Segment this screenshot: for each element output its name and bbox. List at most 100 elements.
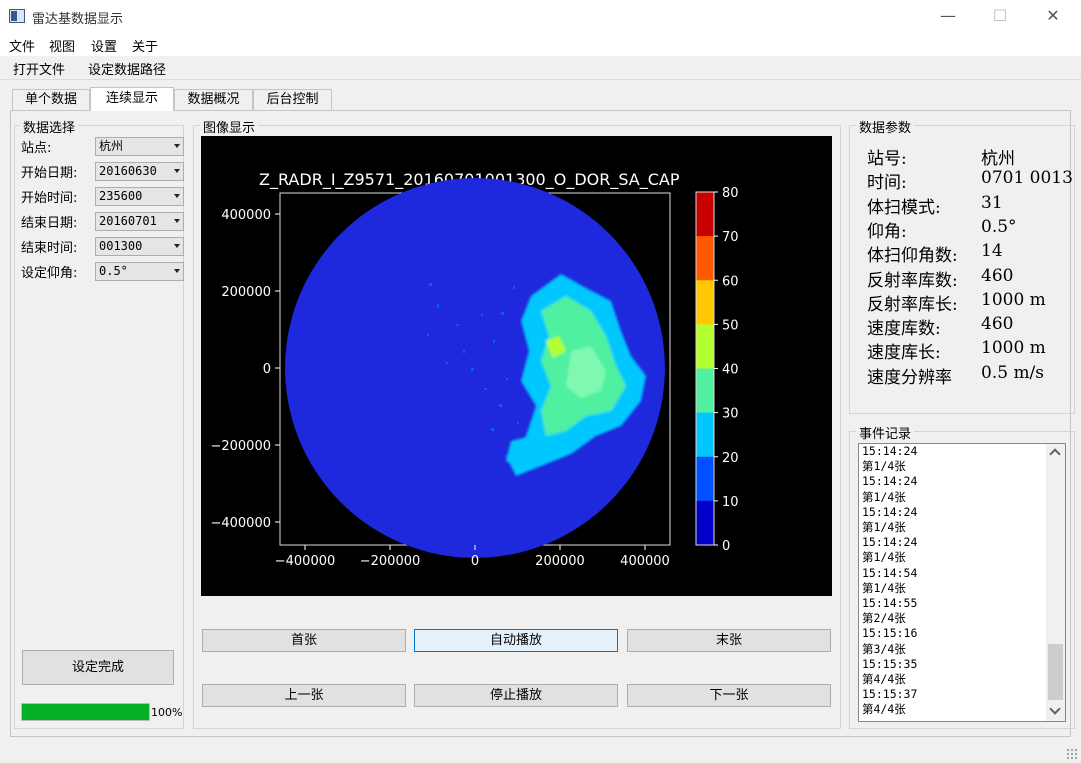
radar-svg: Z_RADR_I_Z9571_20160701001300_O_DOR_SA_C… [210, 170, 739, 569]
echo-field [506, 274, 646, 476]
log-entry: 15:14:24 [862, 474, 918, 489]
end-time-label: 结束时间: [21, 241, 78, 256]
progress-fill [22, 704, 149, 720]
colorbar-segment [696, 192, 714, 237]
param-label: 反射率库数: [867, 270, 958, 291]
param-value: 杭州 [981, 149, 1015, 169]
param-label: 体扫仰角数: [867, 246, 958, 267]
param-value: 0.5° [981, 216, 1017, 237]
scroll-down-icon[interactable] [1049, 703, 1061, 715]
colorbar-segment [696, 324, 714, 369]
log-entry: 第1/4张 [862, 550, 906, 565]
station-label: 站点: [21, 141, 52, 156]
set-data-path-button[interactable]: 设定数据路径 [88, 63, 167, 78]
log-entry: 15:14:24 [862, 444, 918, 458]
x-tick: 200000 [535, 554, 585, 569]
colorbar-segment [696, 500, 714, 546]
next-frame-button[interactable]: 下一张 [627, 684, 831, 707]
tab-single-data[interactable]: 单个数据 [12, 89, 90, 110]
y-tick: 200000 [221, 285, 271, 300]
colorbar-segment [696, 456, 714, 502]
event-log-title: 事件记录 [856, 423, 915, 442]
open-file-button[interactable]: 打开文件 [13, 63, 66, 78]
log-entry: 第4/4张 [862, 672, 906, 687]
tab-continuous-display[interactable]: 连续显示 [90, 87, 174, 111]
minimize-button[interactable]: — [940, 6, 956, 25]
tab-data-overview[interactable]: 数据概况 [174, 89, 253, 110]
first-frame-button[interactable]: 首张 [202, 629, 406, 652]
y-tick: 400000 [221, 208, 271, 223]
confirm-settings-button[interactable]: 设定完成 [22, 650, 174, 685]
app-icon [9, 9, 25, 23]
log-entry: 15:15:35 [862, 656, 918, 671]
x-tick: −200000 [360, 554, 421, 569]
scroll-up-icon[interactable] [1049, 448, 1061, 460]
param-label: 站号: [867, 149, 907, 169]
elevation-label: 设定仰角: [21, 266, 78, 281]
colorbar-tick: 70 [722, 230, 739, 245]
chevron-down-icon [174, 169, 180, 173]
data-selection-group [14, 125, 184, 729]
colorbar-tick: 30 [722, 407, 739, 422]
menu-file[interactable]: 文件 [9, 40, 36, 55]
log-entry: 15:15:37 [862, 687, 918, 702]
toolbar [0, 56, 1081, 80]
reflectivity-background [285, 178, 665, 558]
close-button[interactable]: ✕ [1046, 6, 1060, 25]
image-display-group [193, 125, 841, 729]
param-value: 1000 m [981, 338, 1046, 359]
log-entry: 15:14:24 [862, 535, 918, 550]
end-time-select[interactable]: 001300 [95, 237, 184, 256]
auto-play-button[interactable]: 自动播放 [414, 629, 618, 652]
start-time-select[interactable]: 235600 [95, 187, 184, 206]
param-label: 仰角: [867, 221, 907, 242]
param-value: 0.5 m/s [981, 362, 1045, 383]
station-select[interactable]: 杭州 [95, 137, 184, 156]
log-entry: 15:14:55 [862, 596, 918, 611]
colorbar-tick: 10 [722, 495, 739, 510]
y-tick: −200000 [210, 439, 271, 454]
event-log-scrollbar[interactable] [1046, 444, 1065, 721]
colorbar-tick: 40 [722, 363, 739, 378]
x-tick: −400000 [275, 554, 336, 569]
colorbar-segment [696, 236, 714, 281]
radar-disc [285, 178, 665, 558]
colorbar-segment [696, 412, 714, 458]
x-axis: −400000 −200000 0 200000 400000 [275, 545, 670, 569]
colorbar: 80 70 60 50 40 30 20 10 0 [695, 186, 739, 554]
param-value: 0701 0013 [981, 168, 1073, 189]
param-value: 1000 m [981, 289, 1046, 310]
resize-grip-icon[interactable] [1066, 748, 1078, 760]
log-entry: 15:14:54 [862, 565, 918, 580]
start-date-select[interactable]: 20160630 [95, 162, 184, 181]
stop-play-button[interactable]: 停止播放 [414, 684, 618, 707]
echo-region-south [506, 436, 541, 471]
chevron-down-icon [174, 219, 180, 223]
title-bar [0, 0, 1081, 33]
param-label: 反射率库长: [867, 294, 958, 315]
progress-label: 100% [151, 706, 183, 719]
colorbar-segment [696, 368, 714, 414]
data-params-title: 数据参数 [856, 117, 915, 136]
scattered-echoes [427, 283, 519, 431]
last-frame-button[interactable]: 末张 [627, 629, 831, 652]
param-label: 速度库长: [867, 343, 941, 364]
menu-settings[interactable]: 设置 [91, 40, 118, 55]
data-params-group [849, 125, 1075, 414]
end-date-select[interactable]: 20160701 [95, 212, 184, 231]
echo-region-35dbz [566, 346, 606, 398]
menu-view[interactable]: 视图 [49, 40, 76, 55]
log-entry: 第1/4张 [862, 520, 906, 535]
maximize-button[interactable]: ☐ [992, 6, 1008, 25]
image-display-title: 图像显示 [200, 117, 259, 136]
end-date-label: 结束日期: [21, 216, 78, 231]
elevation-select[interactable]: 0.5° [95, 262, 184, 281]
event-log[interactable]: 15:14:24 第1/4张 15:14:24 第1/4张 15:14:24 第1/4张 1… [858, 443, 1066, 722]
chevron-down-icon [174, 144, 180, 148]
scroll-thumb[interactable] [1048, 644, 1063, 700]
event-log-list: 15:14:24 第1/4张 15:14:24 第1/4张 15:14:24 第1/4张 1… [862, 444, 1044, 721]
menu-about[interactable]: 关于 [132, 40, 159, 55]
tab-background-control[interactable]: 后台控制 [253, 89, 332, 110]
previous-frame-button[interactable]: 上一张 [202, 684, 406, 707]
log-entry: 第1/4张 [862, 580, 906, 595]
